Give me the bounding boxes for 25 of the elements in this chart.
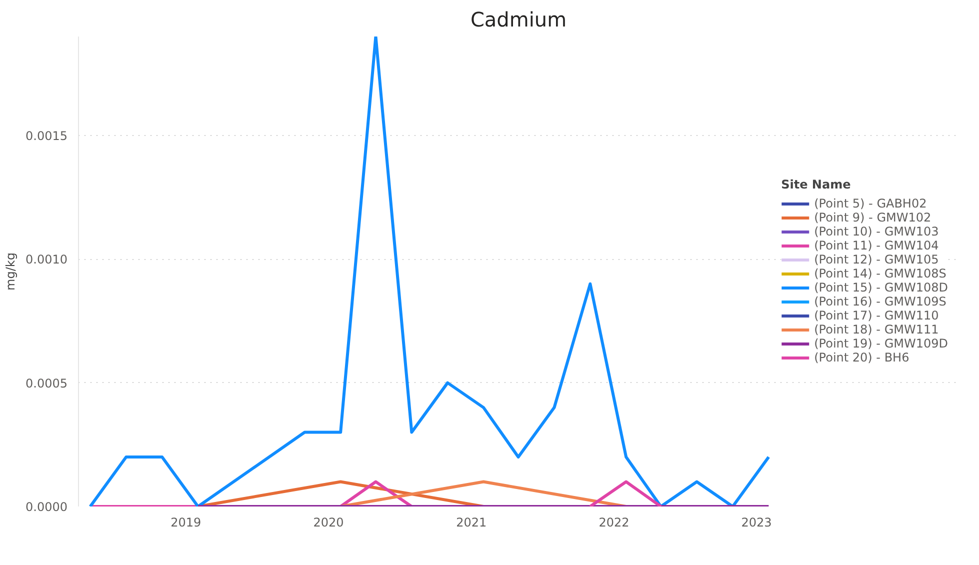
legend-label: (Point 14) - GMW108S: [814, 266, 946, 280]
y-tick-label: 0.0015: [26, 128, 68, 143]
legend-title: Site Name: [781, 178, 852, 192]
legend-label: (Point 20) - BH6: [814, 350, 910, 364]
x-tick-label: 2020: [313, 516, 344, 530]
legend-label: (Point 19) - GMW109D: [814, 336, 948, 350]
legend-label: (Point 12) - GMW105: [814, 252, 939, 266]
x-tick-label: 2021: [456, 516, 487, 530]
line-series: [88, 36, 770, 506]
y-tick-label: 0.0000: [26, 500, 68, 514]
legend-label: (Point 11) - GMW104: [814, 238, 939, 252]
legend-label: (Point 9) - GMW102: [814, 210, 932, 224]
x-tick-label: 2023: [741, 516, 772, 530]
chart-title: Cadmium: [470, 8, 567, 32]
y-tick-label: 0.0005: [26, 376, 68, 390]
legend-label: (Point 10) - GMW103: [814, 224, 939, 238]
legend-label: (Point 18) - GMW111: [814, 322, 939, 336]
legend-label: (Point 15) - GMW108D: [814, 280, 948, 294]
x-tick-label: 2019: [170, 516, 202, 530]
y-tick-label: 0.0010: [26, 252, 68, 267]
y-axis-title: mg/kg: [4, 252, 18, 290]
legend-label: (Point 5) - GABH02: [814, 196, 927, 210]
x-tick-label: 2022: [598, 516, 630, 530]
legend-label: (Point 17) - GMW110: [814, 308, 939, 322]
legend-label: (Point 16) - GMW109S: [814, 294, 946, 308]
